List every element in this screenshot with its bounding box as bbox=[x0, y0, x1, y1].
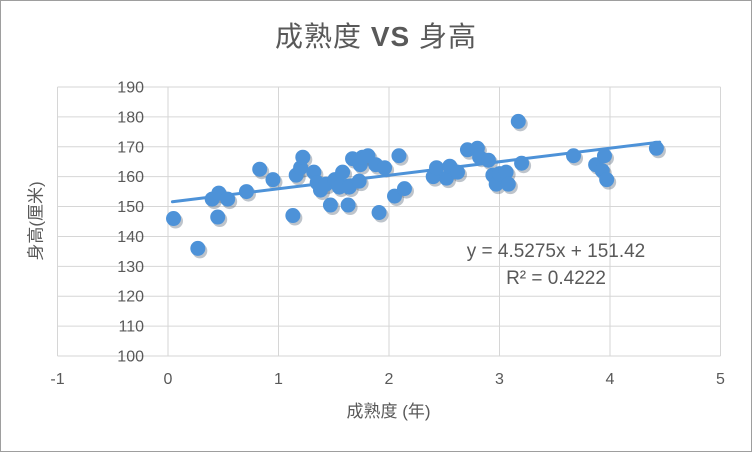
trendline-r-squared: R² = 0.4222 bbox=[506, 268, 606, 289]
y-tick-label: 110 bbox=[118, 319, 144, 336]
y-tick-label: 100 bbox=[117, 349, 144, 366]
scatter-point[interactable] bbox=[340, 197, 356, 213]
scatter-point[interactable] bbox=[322, 197, 338, 213]
scatter-point[interactable] bbox=[500, 176, 516, 192]
scatter-point[interactable] bbox=[166, 211, 182, 227]
trendline-equation: y = 4.5275x + 151.42 bbox=[466, 241, 646, 262]
scatter-point[interactable] bbox=[480, 152, 496, 168]
chart-title: 成熟度 VS 身高 bbox=[1, 15, 751, 55]
y-tick-label: 190 bbox=[117, 80, 144, 97]
scatter-point[interactable] bbox=[438, 170, 454, 186]
chart-title-left: 成熟度 bbox=[275, 21, 371, 52]
scatter-point[interactable] bbox=[450, 164, 466, 180]
scatter-point[interactable] bbox=[391, 148, 407, 164]
x-tick-label: 3 bbox=[495, 371, 504, 388]
scatter-point[interactable] bbox=[596, 148, 612, 164]
scatter-point[interactable] bbox=[285, 208, 301, 224]
scatter-point[interactable] bbox=[510, 113, 526, 129]
scatter-point[interactable] bbox=[238, 184, 254, 200]
scatter-point[interactable] bbox=[252, 161, 268, 177]
x-tick-label: 1 bbox=[274, 371, 283, 388]
scatter-point[interactable] bbox=[566, 148, 582, 164]
x-tick-label: 0 bbox=[164, 371, 173, 388]
y-tick-label: 130 bbox=[117, 259, 144, 276]
chart-title-vs: VS bbox=[370, 21, 411, 52]
x-tick-label: 5 bbox=[716, 371, 725, 388]
x-axis-title: 成熟度 (年) bbox=[346, 402, 431, 421]
x-tick-label: 2 bbox=[385, 371, 394, 388]
y-tick-label: 120 bbox=[117, 289, 144, 306]
y-tick-label: 180 bbox=[117, 109, 144, 126]
scatter-point[interactable] bbox=[396, 181, 412, 197]
scatter-point[interactable] bbox=[335, 164, 351, 180]
scatter-point[interactable] bbox=[429, 160, 445, 176]
x-tick-label: 4 bbox=[606, 371, 615, 388]
scatter-point[interactable] bbox=[371, 205, 387, 221]
trendline-annotation: y = 4.5275x + 151.42 R² = 0.4222 bbox=[441, 238, 671, 292]
y-tick-label: 170 bbox=[117, 139, 144, 156]
y-tick-label: 140 bbox=[117, 229, 144, 246]
scatter-point[interactable] bbox=[295, 149, 311, 165]
scatter-point[interactable] bbox=[599, 172, 615, 188]
scatter-point[interactable] bbox=[190, 240, 206, 256]
scatter-point[interactable] bbox=[220, 191, 236, 207]
scatter-point[interactable] bbox=[351, 173, 367, 189]
scatter-point[interactable] bbox=[265, 172, 281, 188]
chart-title-right: 身高 bbox=[410, 21, 477, 52]
x-tick-label: -1 bbox=[50, 371, 64, 388]
y-axis-title: 身高(厘米) bbox=[26, 181, 46, 261]
scatter-point[interactable] bbox=[514, 155, 530, 171]
scatter-point[interactable] bbox=[377, 160, 393, 176]
scatter-point[interactable] bbox=[648, 140, 664, 156]
scatter-point[interactable] bbox=[498, 164, 514, 180]
y-tick-label: 150 bbox=[117, 199, 144, 216]
y-tick-label: 160 bbox=[117, 169, 144, 186]
scatter-point[interactable] bbox=[210, 209, 226, 225]
